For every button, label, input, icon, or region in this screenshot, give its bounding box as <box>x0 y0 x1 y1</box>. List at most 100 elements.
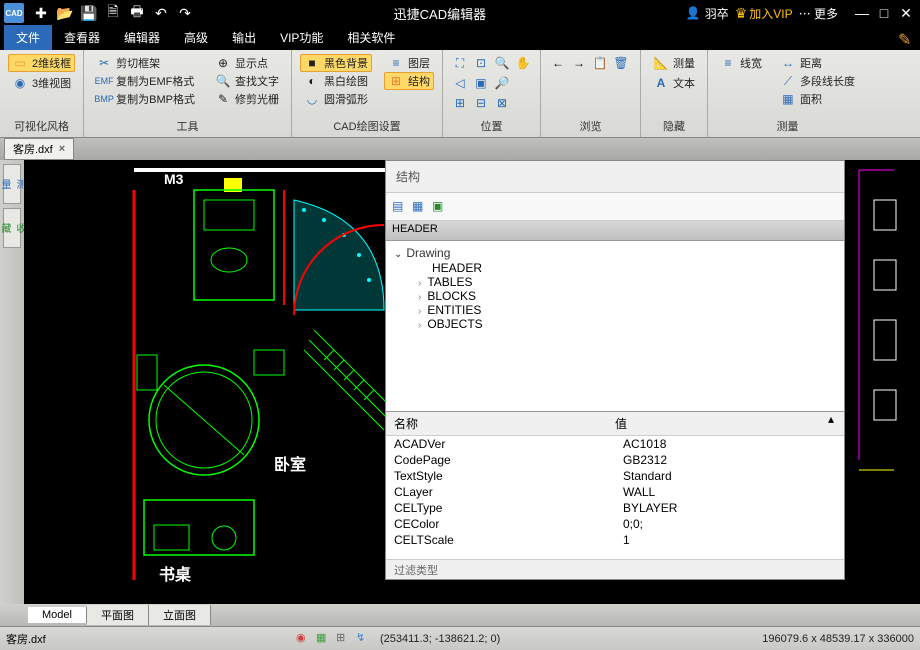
pos-icon-2[interactable]: ⊟ <box>472 94 490 112</box>
tab-vip[interactable]: VIP功能 <box>268 25 335 50</box>
svg-text:书桌: 书桌 <box>159 565 191 584</box>
layout-tab-plan[interactable]: 平面图 <box>87 605 149 625</box>
vip-button[interactable]: ♛ 加入VIP <box>735 5 793 22</box>
print-icon[interactable]: 🖶 <box>128 4 146 22</box>
filter-label[interactable]: 过滤类型 <box>386 559 844 579</box>
maximize-button[interactable]: □ <box>874 4 894 22</box>
ribbon-copy-emf[interactable]: EMF复制为EMF格式 <box>92 72 199 90</box>
tab-advanced[interactable]: 高级 <box>172 25 220 50</box>
file-tab-bar: 客房.dxf × <box>0 138 920 160</box>
ribbon-smooth-arc[interactable]: ◡圆滑弧形 <box>300 90 372 108</box>
zoom-out-icon[interactable]: 🔎 <box>493 74 511 92</box>
layout-tabs: Model 平面图 立面图 <box>0 604 920 626</box>
minimize-button[interactable]: — <box>852 4 872 22</box>
svg-text:卧室: 卧室 <box>274 455 306 474</box>
app-title: 迅捷CAD编辑器 <box>194 4 686 23</box>
saveall-icon[interactable]: 🗎 <box>104 4 122 22</box>
more-button[interactable]: ⋯ 更多 <box>799 5 838 22</box>
props-body[interactable]: ACADVerAC1018 CodePageGB2312 TextStyleSt… <box>386 436 844 559</box>
pos-icon-1[interactable]: ⊞ <box>451 94 469 112</box>
new-icon[interactable]: ✚ <box>32 4 50 22</box>
tab-editor[interactable]: 编辑器 <box>112 25 172 50</box>
ribbon-2d-wireframe[interactable]: ▭2维线框 <box>8 54 75 72</box>
zoom-in-icon[interactable]: 🔍 <box>493 54 511 72</box>
props-col-name: 名称 <box>386 412 607 435</box>
ribbon-find-text[interactable]: 🔍查找文字 <box>211 72 283 90</box>
sidebar-btn-1[interactable]: 测量 <box>3 164 21 204</box>
menu-tabs: 文件 查看器 编辑器 高级 输出 VIP功能 相关软件 ✎ <box>0 26 920 50</box>
titlebar: CAD ✚ 📂 💾 🗎 🖶 ↶ ↷ 迅捷CAD编辑器 👤 羽卒 ♛ 加入VIP … <box>0 0 920 26</box>
tab-viewer[interactable]: 查看器 <box>52 25 112 50</box>
zoom-all-icon[interactable]: ▣ <box>472 74 490 92</box>
sp-collapse-icon[interactable]: ▤ <box>392 199 408 215</box>
layout-tab-model[interactable]: Model <box>28 607 87 623</box>
pos-icon-3[interactable]: ⊠ <box>493 94 511 112</box>
ribbon-structure[interactable]: ⊞结构 <box>384 72 434 90</box>
ribbon-black-bg[interactable]: ■黑色背景 <box>300 54 372 72</box>
sp-export-icon[interactable]: ▣ <box>432 199 448 215</box>
ribbon-measure[interactable]: 📐测量 <box>649 54 699 72</box>
structure-title: 结构 <box>386 161 844 193</box>
status-file: 客房.dxf <box>6 631 116 647</box>
tree-root[interactable]: Drawing <box>394 245 836 261</box>
left-sidebar: 测量 收藏 <box>0 160 24 604</box>
ribbon-polyline-len[interactable]: ⟋多段线长度 <box>776 72 859 90</box>
tree-objects[interactable]: OBJECTS <box>394 317 836 331</box>
tab-file[interactable]: 文件 <box>4 25 52 50</box>
ribbon-distance[interactable]: ↔距离 <box>776 54 859 72</box>
file-tab[interactable]: 客房.dxf × <box>4 138 74 160</box>
ribbon-trim-raster[interactable]: ✎修剪光栅 <box>211 90 283 108</box>
nav-right-icon[interactable]: → <box>570 54 588 72</box>
ribbon-show-points[interactable]: ⊕显示点 <box>211 54 283 72</box>
user-icon: 👤 <box>686 6 701 20</box>
nav-copy-icon[interactable]: 📋 <box>591 54 609 72</box>
pan-icon[interactable]: ✋ <box>514 54 532 72</box>
ribbon-group-browse: ← → 📋 🗑 浏览 <box>541 50 641 137</box>
ribbon-area[interactable]: ▦面积 <box>776 90 859 108</box>
zoom-extents-icon[interactable]: ⛶ <box>451 54 469 72</box>
status-icon-3[interactable]: ⊞ <box>336 631 352 647</box>
save-icon[interactable]: 💾 <box>80 4 98 22</box>
ribbon-copy-bmp[interactable]: BMP复制为BMP格式 <box>92 90 199 108</box>
user-badge[interactable]: 👤 羽卒 <box>686 5 729 22</box>
tab-related[interactable]: 相关软件 <box>335 25 407 50</box>
zoom-prev-icon[interactable]: ◁ <box>451 74 469 92</box>
open-icon[interactable]: 📂 <box>56 4 74 22</box>
status-icon-4[interactable]: ↯ <box>356 631 372 647</box>
ribbon-3d-view[interactable]: ◉3维视图 <box>8 74 75 92</box>
ribbon-linewidth[interactable]: ≡线宽 <box>716 54 766 72</box>
structure-panel: 结构 ▤ ▦ ▣ HEADER Drawing HEADER TABLES BL… <box>385 160 845 580</box>
undo-icon[interactable]: ↶ <box>152 4 170 22</box>
layout-tab-elev[interactable]: 立面图 <box>149 605 211 625</box>
tree-tables[interactable]: TABLES <box>394 275 836 289</box>
ribbon-group-visual: ▭2维线框 ◉3维视图 可视化风格 <box>0 50 84 137</box>
status-icon-2[interactable]: ▦ <box>316 631 332 647</box>
status-dims: 196079.6 x 48539.17 x 336000 <box>762 633 914 645</box>
close-button[interactable]: ✕ <box>896 4 916 22</box>
nav-del-icon[interactable]: 🗑 <box>612 54 630 72</box>
sidebar-btn-2[interactable]: 收藏 <box>3 208 21 248</box>
status-icon-1[interactable]: ◉ <box>296 631 312 647</box>
edit-ribbon-icon[interactable]: ✎ <box>898 30 916 48</box>
tab-output[interactable]: 输出 <box>220 25 268 50</box>
ribbon-text[interactable]: A文本 <box>649 74 699 92</box>
app-logo: CAD <box>4 3 24 23</box>
ribbon-clip-frame[interactable]: ✂剪切框架 <box>92 54 199 72</box>
structure-tree[interactable]: Drawing HEADER TABLES BLOCKS ENTITIES OB… <box>386 241 844 411</box>
nav-left-icon[interactable]: ← <box>549 54 567 72</box>
ribbon-bw-draw[interactable]: ◐黑白绘图 <box>300 72 372 90</box>
structure-properties: 名称 值 ▴ ACADVerAC1018 CodePageGB2312 Text… <box>386 411 844 579</box>
tree-header[interactable]: HEADER <box>394 261 836 275</box>
redo-icon[interactable]: ↷ <box>176 4 194 22</box>
ribbon-group-position: ⛶ ⊡ 🔍 ✋ ◁ ▣ 🔎 ⊞ ⊟ ⊠ 位置 <box>443 50 541 137</box>
tree-entities[interactable]: ENTITIES <box>394 303 836 317</box>
tree-blocks[interactable]: BLOCKS <box>394 289 836 303</box>
quick-access-toolbar: ✚ 📂 💾 🗎 🖶 ↶ ↷ <box>32 4 194 22</box>
ribbon-layers[interactable]: ≡图层 <box>384 54 434 72</box>
close-file-icon[interactable]: × <box>59 143 65 155</box>
ribbon-group-hide: 📐测量 A文本 隐藏 <box>641 50 708 137</box>
sp-expand-icon[interactable]: ▦ <box>412 199 428 215</box>
scroll-up-icon[interactable]: ▴ <box>828 412 844 435</box>
structure-toolbar: ▤ ▦ ▣ <box>386 193 844 221</box>
zoom-window-icon[interactable]: ⊡ <box>472 54 490 72</box>
